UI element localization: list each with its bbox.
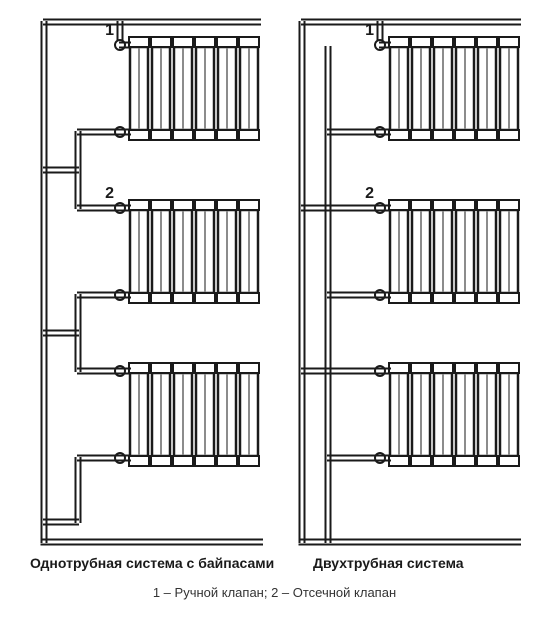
radiator	[129, 200, 259, 303]
radiator	[389, 363, 519, 466]
svg-text:1: 1	[365, 22, 374, 39]
radiator	[389, 200, 519, 303]
legend-text: 1 – Ручной клапан; 2 – Отсечной клапан	[0, 585, 549, 600]
radiator	[129, 363, 259, 466]
svg-text:1: 1	[105, 22, 114, 39]
caption-single-pipe: Однотрубная система с байпасами	[30, 555, 274, 571]
radiator	[129, 37, 259, 140]
heating-systems-diagram: 1212	[0, 0, 549, 619]
radiator	[389, 37, 519, 140]
caption-two-pipe: Двухтрубная система	[313, 555, 464, 571]
svg-text:2: 2	[365, 185, 374, 202]
single-pipe-system: 12	[42, 20, 263, 545]
two-pipe-system: 12	[300, 20, 521, 545]
svg-text:2: 2	[105, 185, 114, 202]
diagram-page: 1212 Однотрубная система с байпасами Дву…	[0, 0, 549, 619]
